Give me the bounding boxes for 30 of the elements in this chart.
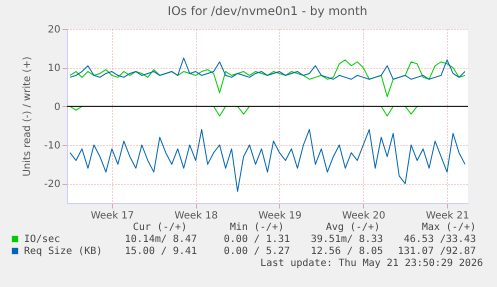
x-tick-label: Week 21 (426, 210, 470, 222)
chart-title: IOs for /dev/nvme0n1 - by month (168, 4, 368, 18)
legend-label: Req Size (KB) (24, 246, 102, 257)
x-tick-label: Week 19 (258, 210, 302, 222)
text: Max (-/+) (422, 222, 476, 233)
y-tick-label: 0 (54, 102, 60, 113)
x-tick-label: Week 17 (90, 210, 134, 222)
x-tick-label: Week 18 (174, 210, 218, 222)
text: Min (-/+) (230, 222, 284, 233)
y-axis-title: Units read (-) / write (+) (22, 56, 34, 177)
text: 0.00 / 1.31 (224, 234, 290, 245)
text: 131.07 /92.87 (398, 246, 476, 257)
y-tick-label: 20 (48, 24, 60, 36)
x-tick-label: Week 20 (342, 210, 386, 222)
text: 15.00 / 9.41 (124, 246, 197, 257)
text: 39.51m/ 8.33 (310, 234, 383, 245)
y-tick-label: 10 (48, 63, 60, 74)
line-series (69, 58, 466, 80)
legend-label: IO/sec (24, 234, 60, 245)
line-series (69, 129, 466, 192)
text: 46.53 /33.43 (404, 234, 476, 245)
line-series (69, 59, 466, 98)
text: 0.00 / 5.27 (224, 246, 290, 257)
y-tick-label: -10 (44, 140, 60, 152)
text: Avg (-/+) (326, 222, 380, 233)
text: 10.14m/ 8.47 (124, 234, 197, 245)
text: Last update: Thu May 21 23:50:29 2026 (260, 258, 483, 269)
text: 12.56 / 8.05 (310, 246, 383, 257)
y-tick-label: -20 (44, 179, 60, 190)
text: Cur (-/+) (132, 222, 187, 233)
